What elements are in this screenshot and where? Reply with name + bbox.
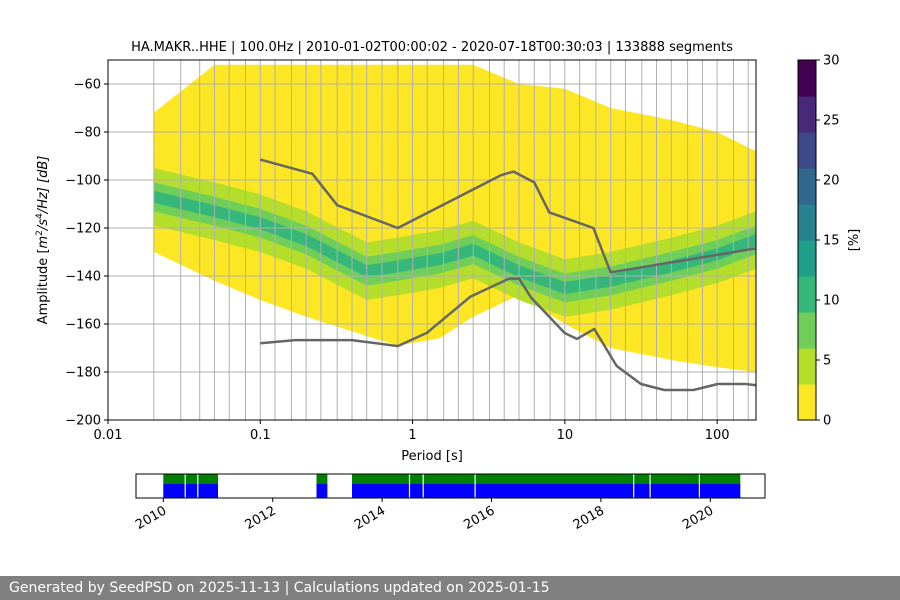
y-tick-label: −60: [74, 78, 101, 93]
data-availability-timeline: 2010 2012 2014 2016 2018 2020: [133, 473, 766, 533]
y-tick-label: −180: [65, 366, 101, 381]
x-tick-label: 10: [557, 428, 574, 443]
noise-model-nlnm: [260, 277, 756, 392]
coverage-segment: [316, 474, 328, 484]
timeline-frame: [135, 473, 766, 499]
y-tick-label: −160: [65, 318, 101, 333]
chart-title: HA.MAKR..HHE | 100.0Hz | 2010-01-02T00:0…: [131, 40, 733, 55]
colorbar-step: [798, 348, 816, 385]
colorbar-step: [798, 240, 816, 277]
y-axis-ticks: −200 −180 −160 −140 −120 −100 −80 −60: [65, 78, 108, 429]
y-tick-label: −120: [65, 222, 101, 237]
colorbar-step: [798, 312, 816, 349]
coverage-segment: [352, 474, 741, 484]
colorbar-tick-label: 15: [823, 234, 840, 249]
coverage-segment: [163, 474, 218, 484]
x-tick-label: 0.01: [94, 428, 123, 443]
timeline-year-label: 2012: [243, 503, 279, 533]
axes-frame: [107, 59, 757, 421]
colorbar-step: [798, 168, 816, 205]
colorbar-step: [798, 204, 816, 241]
reference-models: [259, 158, 756, 392]
y-axis-label: Amplitude [m2/s4/Hz] [dB]: [35, 156, 51, 325]
colorbar-tick-label: 25: [823, 114, 840, 129]
noise-model-nhnm: [259, 158, 756, 274]
colorbar-step: [798, 96, 816, 133]
x-axis-label: Period [s]: [401, 449, 463, 464]
timeline-year-ticks: 2010 2012 2014 2016 2018 2020: [133, 498, 716, 533]
timeline-segments: [163, 474, 741, 498]
x-tick-label: 100: [705, 428, 730, 443]
x-axis-ticks: 0.01 0.1 1 10 100: [94, 420, 730, 443]
grid-lines: [108, 60, 756, 420]
colorbar-tick-label: 30: [823, 54, 840, 69]
x-tick-label: 0.1: [250, 428, 271, 443]
colorbar-tick-label: 5: [823, 354, 831, 369]
colorbar-gradient: [798, 60, 816, 421]
colorbar-step: [798, 384, 816, 421]
data-segment: [352, 484, 741, 498]
psd-figure: HA.MAKR..HHE | 100.0Hz | 2010-01-02T00:0…: [35, 40, 862, 533]
colorbar-step: [798, 132, 816, 169]
x-tick-label: 1: [408, 428, 416, 443]
colorbar-tick-label: 10: [823, 294, 840, 309]
psd-axes: 0.01 0.1 1 10 100 −200 −180 −160 −140 −120 −100 −8…: [65, 59, 757, 443]
density-ridge-middle: [153, 182, 756, 303]
timeline-year-label: 2014: [352, 503, 388, 533]
colorbar-label: [%]: [847, 229, 862, 252]
data-segment: [163, 484, 218, 498]
timeline-year-label: 2010: [133, 503, 169, 533]
colorbar-tick-label: 20: [823, 174, 840, 189]
timeline-year-label: 2018: [571, 503, 607, 533]
density-layer: [153, 64, 756, 372]
colorbar-step: [798, 60, 816, 97]
colorbar-tick-label: 0: [823, 414, 831, 429]
colorbar-step: [798, 276, 816, 313]
y-tick-label: −200: [65, 414, 101, 429]
data-segment: [316, 484, 328, 498]
colorbar-ticks: 0 5 10 15 20 25 30: [816, 54, 840, 429]
timeline-year-label: 2016: [461, 503, 497, 533]
y-tick-label: −100: [65, 174, 101, 189]
footer-banner: Generated by SeedPSD on 2025-11-13 | Cal…: [0, 576, 900, 600]
timeline-year-label: 2020: [680, 503, 716, 533]
y-tick-label: −80: [74, 126, 101, 141]
y-tick-label: −140: [65, 270, 101, 285]
footer-text: Generated by SeedPSD on 2025-11-13 | Cal…: [9, 580, 550, 596]
colorbar: 0 5 10 15 20 25 30 [%]: [797, 54, 862, 429]
